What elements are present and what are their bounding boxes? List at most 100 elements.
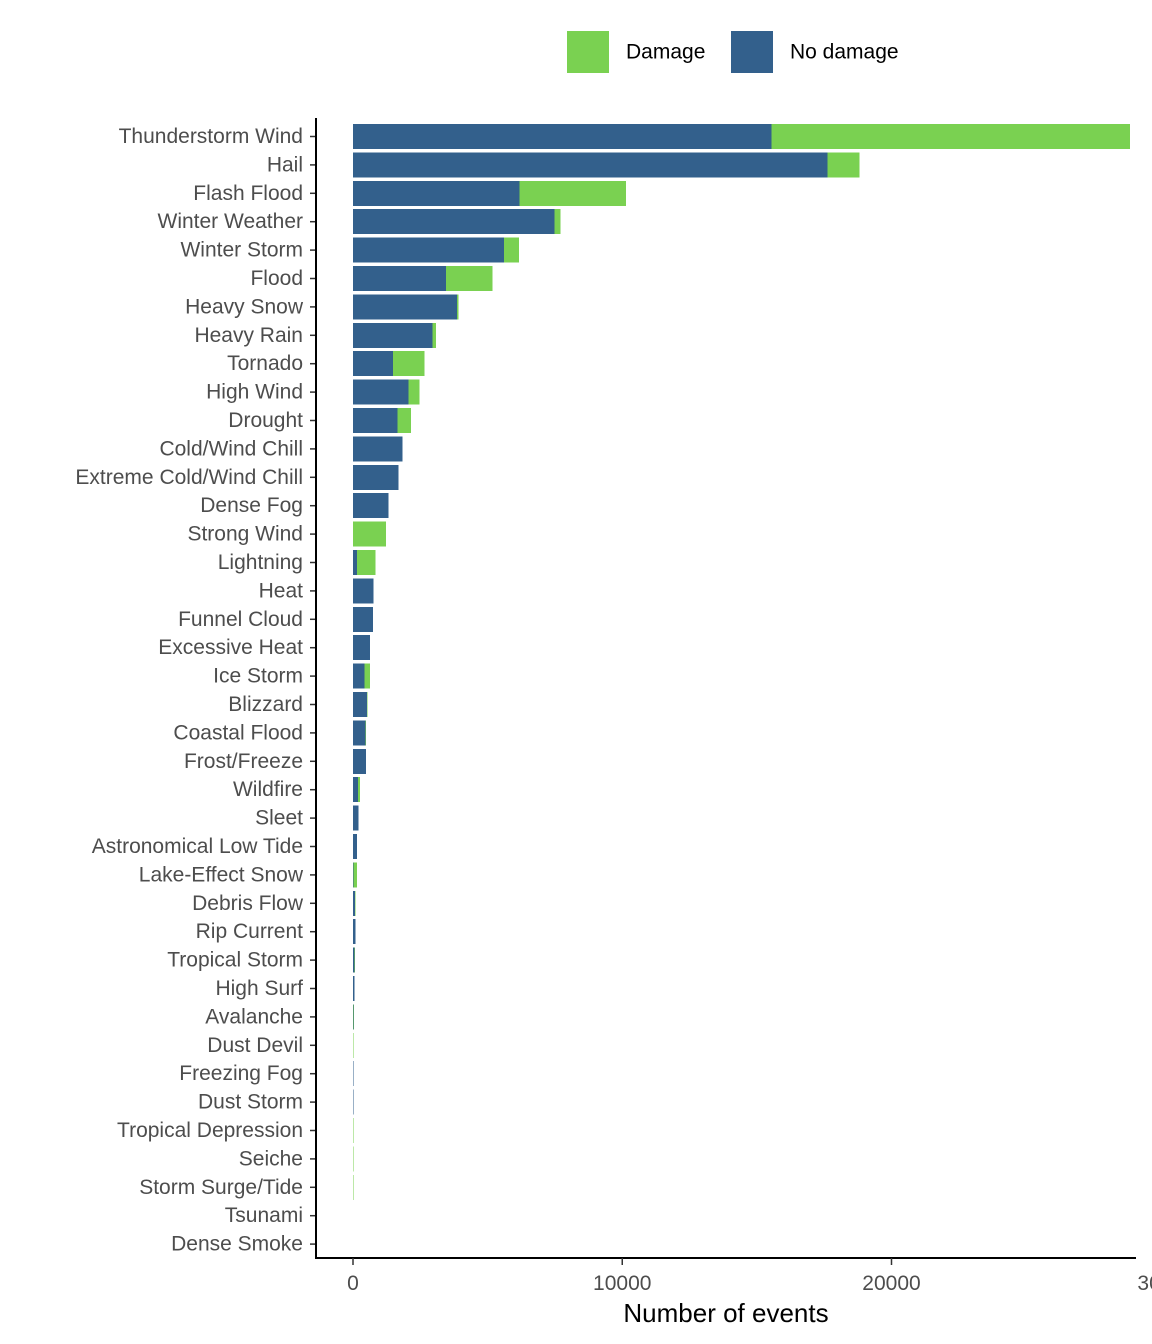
y-tick-label: Winter Storm: [180, 239, 303, 262]
y-tick-label: Tsunami: [225, 1204, 303, 1227]
bar-damage-blizzard: [367, 692, 368, 717]
bar-no-damage-hail: [353, 152, 828, 178]
bar-damage-ice-storm: [364, 663, 370, 689]
bar-no-damage-extreme-cold-wind-chill: [353, 464, 399, 490]
bar-no-damage-drought: [353, 408, 398, 433]
bar-no-damage-astronomical-low-tide: [353, 834, 358, 859]
bar-no-damage-tropical-storm: [353, 947, 355, 973]
bar-no-damage-high-surf: [353, 976, 355, 1001]
bar-no-damage-high-wind: [353, 379, 409, 405]
y-tick-label: Thunderstorm Wind: [119, 125, 303, 148]
bar-damage-coastal-flood: [365, 720, 367, 746]
y-tick-label: Heavy Snow: [185, 295, 304, 318]
bar-damage-drought: [397, 408, 411, 433]
bar-no-damage-flood: [353, 266, 446, 291]
bar-damage-debris-flow: [355, 890, 356, 916]
bar-no-damage-blizzard: [353, 692, 368, 717]
x-tick-label: 10000: [593, 1272, 651, 1295]
y-tick-label: Debris Flow: [192, 892, 304, 915]
bar-no-damage-lightning: [353, 550, 357, 575]
bar-damage-lake-effect-snow: [353, 862, 357, 888]
bar-damage-hail: [827, 152, 860, 178]
y-tick-label: Freezing Fog: [179, 1062, 303, 1085]
y-tick-label: High Surf: [215, 977, 303, 1000]
x-tick-label: 3000: [1137, 1272, 1152, 1295]
y-tick-label: Drought: [228, 409, 303, 432]
bar-no-damage-rip-current: [353, 919, 356, 945]
plot-bars: [353, 124, 1130, 1257]
y-tick-label: Funnel Cloud: [178, 608, 303, 631]
bar-no-damage-lake-effect-snow: [353, 862, 354, 888]
legend-label-no-damage: No damage: [790, 41, 899, 64]
bar-damage-flash-flood: [519, 180, 626, 206]
y-tick-label: Tropical Storm: [167, 949, 303, 972]
y-tick-label: Lightning: [218, 551, 303, 574]
x-axis-title: Number of events: [623, 1298, 828, 1328]
y-tick-label: Seiche: [239, 1147, 303, 1170]
bar-no-damage-avalanche: [353, 1004, 354, 1030]
y-tick-label: Flash Flood: [193, 182, 303, 205]
y-tick-label: Frost/Freeze: [184, 750, 303, 773]
bar-no-damage-dense-fog: [353, 493, 389, 519]
y-tick-label: Dense Fog: [200, 494, 303, 517]
bar-damage-dust-devil: [353, 1032, 354, 1058]
y-tick-label: Ice Storm: [213, 665, 303, 688]
y-tick-label: Strong Wind: [187, 523, 303, 546]
legend-label-damage: Damage: [626, 41, 705, 64]
bar-no-damage-tornado: [353, 351, 393, 377]
x-tick-label: 20000: [862, 1272, 920, 1295]
y-tick-label: Lake-Effect Snow: [139, 863, 304, 886]
bar-no-damage-debris-flow: [353, 890, 356, 916]
y-tick-label: Excessive Heat: [158, 636, 303, 659]
bar-no-damage-frost-freeze: [353, 748, 367, 774]
y-tick-label: High Wind: [206, 381, 303, 404]
bar-no-damage-heat: [353, 578, 374, 604]
y-tick-label: Heavy Rain: [194, 324, 303, 347]
bar-damage-strong-wind: [353, 521, 387, 547]
y-tick-label: Dust Storm: [198, 1091, 303, 1114]
y-tick-label: Dense Smoke: [171, 1233, 303, 1256]
y-tick-label: Hail: [267, 153, 303, 176]
bar-no-damage-winter-weather: [353, 209, 555, 235]
bar-damage-heavy-rain: [432, 322, 436, 348]
bar-no-damage-winter-storm: [353, 237, 505, 263]
y-tick-label: Heat: [259, 579, 304, 602]
x-axis: 0 10000 20000 3000: [315, 1257, 1152, 1295]
bar-no-damage-cold-wind-chill: [353, 436, 403, 462]
y-tick-label: Tornado: [227, 352, 303, 375]
y-tick-label: Avalanche: [205, 1005, 303, 1028]
y-tick-label: Dust Devil: [207, 1034, 303, 1057]
bar-no-damage-ice-storm: [353, 663, 365, 689]
y-tick-label: Storm Surge/Tide: [139, 1176, 303, 1199]
y-axis: Thunderstorm Wind Hail Flash Flood Winter W…: [75, 118, 317, 1259]
bar-damage-winter-weather: [554, 209, 561, 235]
y-tick-label: Flood: [250, 267, 303, 290]
bar-damage-high-wind: [408, 379, 420, 405]
bar-no-damage-wildfire: [353, 777, 358, 803]
bar-damage-winter-storm: [504, 237, 519, 263]
y-tick-label: Sleet: [255, 807, 303, 830]
y-tick-label: Winter Weather: [158, 210, 304, 233]
bar-damage-lightning: [356, 550, 376, 575]
bar-damage-heavy-snow: [457, 294, 459, 320]
y-tick-label: Rip Current: [196, 920, 304, 943]
y-tick-label: Coastal Flood: [173, 721, 303, 744]
bar-no-damage-heavy-snow: [353, 294, 458, 320]
bar-no-damage-freezing-fog: [353, 1061, 354, 1087]
bar-no-damage-funnel-cloud: [353, 606, 373, 632]
bar-no-damage-sleet: [353, 805, 359, 831]
bar-no-damage-coastal-flood: [353, 720, 366, 746]
bar-damage-thunderstorm-wind: [771, 124, 1130, 149]
bar-damage-tornado: [392, 351, 425, 377]
bar-damage-wildfire: [357, 777, 361, 803]
y-tick-label: Tropical Depression: [117, 1119, 303, 1142]
y-tick-label: Astronomical Low Tide: [92, 835, 303, 858]
legend-key-damage: [567, 31, 609, 73]
bar-no-damage-thunderstorm-wind: [353, 124, 772, 149]
bar-no-damage-flash-flood: [353, 180, 520, 206]
x-tick-label: 0: [347, 1272, 359, 1295]
bar-no-damage-excessive-heat: [353, 635, 371, 661]
bar-damage-flood: [445, 266, 493, 291]
y-tick-label: Blizzard: [228, 693, 303, 716]
